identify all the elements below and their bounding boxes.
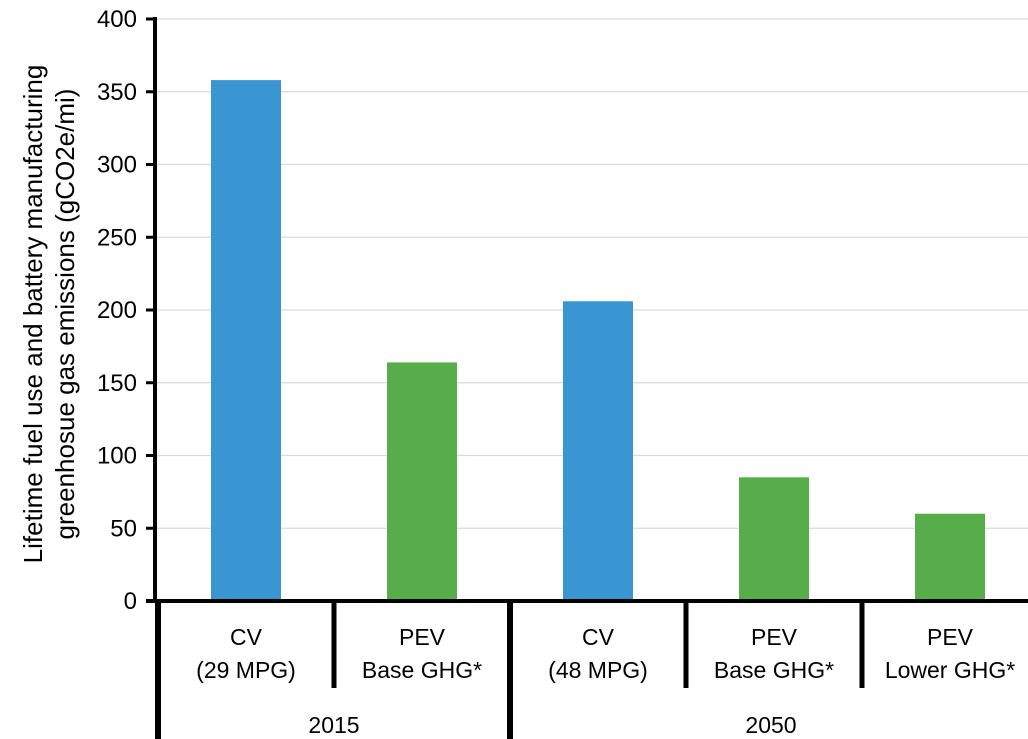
y-axis-label-line1: Lifetime fuel use and battery manufactur… [18,65,48,564]
x-category-label-line2: Base GHG* [714,657,834,683]
x-group-label: 2050 [745,712,796,738]
y-tick-labels: 0 50 100 150 200 250 300 350 400 [97,6,137,615]
y-axis-label-line2: greenhosue gas emissions (gCO2e/mi) [50,89,80,540]
x-category-label-line1: CV [582,624,615,650]
x-category-label-line1: PEV [751,624,798,650]
y-tick-label: 400 [97,6,137,33]
y-tick-label: 150 [97,370,137,397]
x-category-label-line2: Base GHG* [362,657,482,683]
bar [563,301,633,601]
y-tick-label: 50 [110,515,137,542]
bar [915,513,985,601]
x-group-labels: 2015 2050 [308,712,796,738]
bar [211,80,281,602]
y-tick-label: 250 [97,224,137,251]
axes [146,17,1028,739]
y-tick-label: 0 [124,588,137,615]
x-category-labels: CV (29 MPG) PEV Base GHG* CV (48 MPG) PEV Base … [196,624,1015,683]
x-category-label-line2: (48 MPG) [548,657,648,683]
bar [387,362,457,601]
x-category-label-line2: (29 MPG) [196,657,296,683]
x-category-label-line1: PEV [399,624,446,650]
y-tick-label: 200 [97,297,137,324]
bar [739,477,809,601]
x-category-label-line1: CV [230,624,263,650]
y-tick-label: 350 [97,79,137,106]
x-group-label: 2015 [308,712,359,738]
x-category-label-line2: Lower GHG* [885,657,1015,683]
y-tick-label: 300 [97,152,137,179]
bars [211,80,985,602]
y-tick-label: 100 [97,443,137,470]
x-category-label-line1: PEV [927,624,974,650]
